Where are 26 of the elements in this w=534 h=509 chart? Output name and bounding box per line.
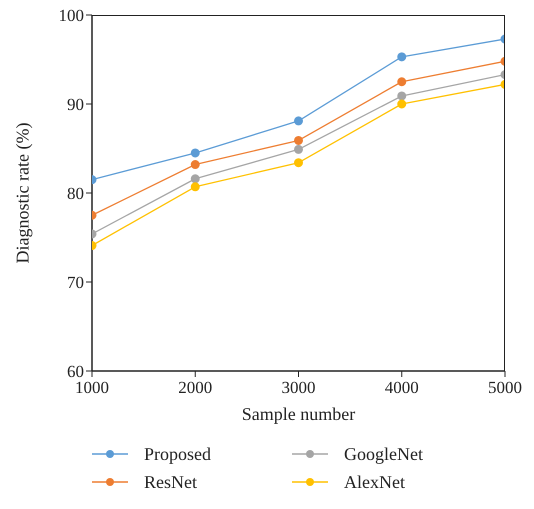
- y-axis-title: Diagnostic rate (%): [12, 122, 32, 264]
- x-tick-label: 4000: [384, 378, 419, 398]
- x-tick-label: 5000: [488, 378, 522, 398]
- point: [294, 158, 303, 168]
- point: [397, 91, 406, 100]
- y-tick-label: 70: [67, 273, 84, 292]
- point: [397, 52, 406, 62]
- y-tick-label: 100: [58, 6, 84, 26]
- y-tick-label: 90: [67, 95, 84, 114]
- y-tick-label: 80: [67, 184, 84, 204]
- point: [190, 160, 200, 170]
- point: [397, 77, 406, 86]
- legend-label: Proposed: [144, 444, 211, 464]
- point: [294, 116, 303, 126]
- x-axis-title: Sample number: [242, 404, 356, 424]
- point: [190, 148, 200, 158]
- legend-label: ResNet: [144, 472, 197, 492]
- point: [190, 174, 200, 184]
- point: [294, 136, 303, 145]
- point: [190, 182, 200, 192]
- legend-label: AlexNet: [344, 472, 405, 492]
- point: [294, 144, 303, 154]
- x-tick-label: 2000: [178, 378, 212, 398]
- point: [397, 100, 406, 108]
- x-tick-label: 3000: [282, 378, 316, 398]
- legend-label: GoogleNet: [344, 444, 423, 464]
